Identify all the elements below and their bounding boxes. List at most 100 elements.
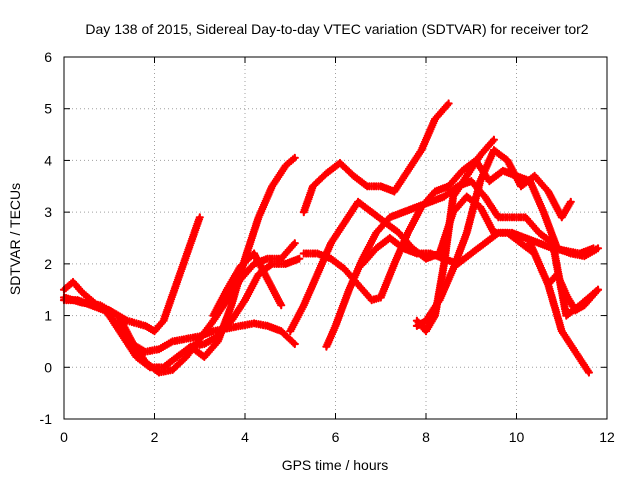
data-point: [302, 251, 306, 256]
data-point: [573, 308, 577, 312]
data-point: [406, 231, 410, 235]
data-point: [533, 174, 537, 178]
data-point: [478, 153, 482, 157]
data-point: [546, 282, 550, 287]
data-point: [456, 262, 460, 266]
data-point: [270, 184, 274, 188]
data-point: [388, 215, 392, 219]
data-point: [460, 169, 464, 173]
data-point: [211, 319, 215, 323]
data-point: [130, 339, 134, 344]
data-point: [134, 355, 138, 359]
series-track-13: [358, 228, 598, 268]
data-point: [361, 262, 365, 266]
data-point: [379, 184, 383, 188]
x-tick-label: 6: [332, 429, 340, 445]
data-point: [189, 241, 193, 245]
data-point: [266, 257, 270, 261]
data-point: [442, 262, 446, 266]
data-point: [315, 272, 319, 276]
x-tick-label: 8: [422, 429, 430, 445]
data-point: [591, 246, 596, 250]
data-point: [293, 342, 297, 346]
data-point: [252, 321, 256, 325]
data-point: [510, 231, 514, 235]
data-point: [342, 220, 347, 225]
data-point: [134, 321, 138, 325]
data-point: [478, 179, 482, 183]
data-point: [469, 179, 473, 183]
series-markers: [59, 213, 204, 336]
data-point: [288, 329, 292, 333]
data-point: [98, 303, 102, 307]
data-point: [297, 257, 301, 261]
data-point: [157, 370, 161, 375]
data-point: [256, 272, 261, 276]
data-point: [329, 257, 333, 261]
data-point: [311, 184, 315, 188]
data-point: [116, 313, 120, 318]
data-point: [424, 257, 428, 261]
data-point: [216, 339, 220, 344]
data-point: [379, 295, 383, 300]
x-tick-label: 4: [241, 429, 249, 445]
data-point: [279, 329, 283, 333]
data-point: [406, 169, 410, 173]
data-point: [293, 156, 297, 160]
data-point: [573, 350, 577, 354]
data-point: [252, 262, 256, 266]
data-point: [107, 313, 111, 318]
data-point: [496, 215, 500, 219]
data-point: [347, 288, 351, 292]
series-track-5: [186, 153, 299, 361]
data-point: [279, 303, 283, 307]
data-point: [211, 329, 215, 333]
data-point: [229, 303, 234, 307]
data-point: [447, 101, 451, 106]
data-point: [388, 236, 392, 240]
data-point: [496, 231, 500, 235]
data-point: [184, 355, 188, 359]
y-tick-label: 6: [44, 49, 52, 65]
data-point: [528, 241, 532, 245]
data-point: [148, 365, 152, 369]
data-point: [352, 174, 356, 178]
series-track-1: [59, 213, 204, 336]
data-point: [478, 205, 482, 209]
data-point: [415, 319, 419, 323]
data-point: [161, 319, 166, 323]
data-series: [59, 99, 603, 377]
data-point: [587, 370, 591, 375]
series-track-7: [299, 99, 453, 217]
data-point: [365, 184, 369, 188]
data-point: [180, 267, 184, 271]
data-point: [546, 189, 550, 194]
data-point: [424, 319, 428, 323]
y-tick-label: 0: [44, 359, 52, 375]
data-point: [71, 280, 75, 284]
data-point: [564, 249, 568, 253]
data-point: [293, 241, 297, 245]
data-point: [374, 231, 378, 235]
data-point: [184, 337, 188, 341]
data-point: [447, 184, 451, 188]
y-tick-label: 2: [44, 256, 52, 272]
data-point: [157, 347, 161, 351]
data-point: [284, 164, 288, 168]
data-point: [324, 345, 329, 349]
data-point: [424, 329, 428, 333]
data-point: [519, 184, 523, 188]
data-point: [591, 293, 596, 297]
data-point: [370, 210, 374, 214]
data-point: [451, 267, 455, 271]
data-point: [542, 210, 546, 214]
data-point: [284, 262, 288, 266]
data-point: [198, 337, 202, 341]
data-point: [428, 200, 433, 204]
data-point: [338, 161, 342, 165]
data-point: [189, 345, 193, 349]
data-point: [492, 138, 496, 142]
data-point: [374, 246, 378, 250]
data-point: [256, 215, 261, 219]
series-track-11: [412, 146, 575, 330]
